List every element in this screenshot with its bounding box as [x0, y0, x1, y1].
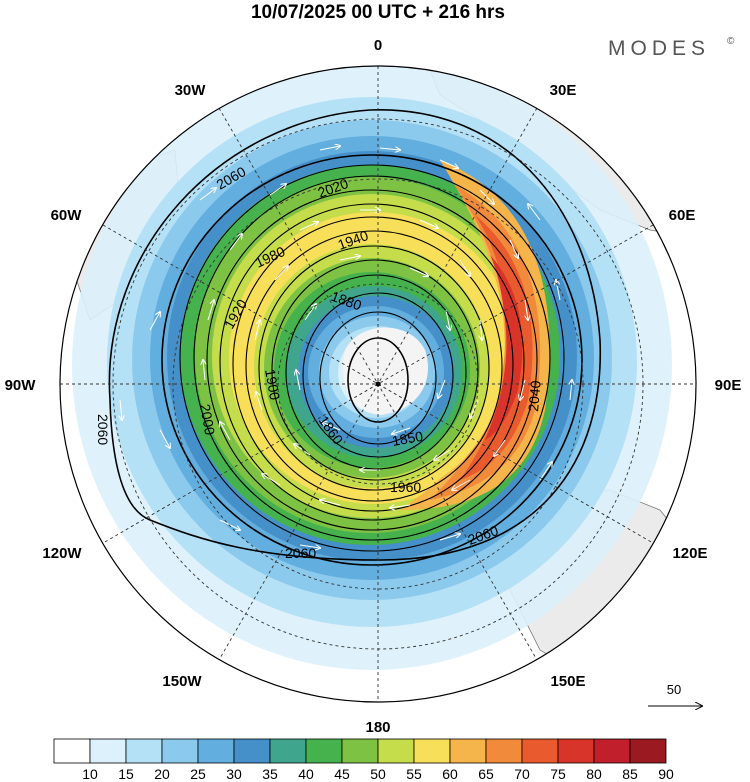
map-title: 10/07/2025 00 UTC + 216 hrs [251, 2, 505, 23]
contour-label: 1850 [391, 428, 425, 449]
colorbar-swatch [125, 738, 163, 764]
colorbar-tick-label: 85 [622, 766, 638, 782]
lon-label-60w: 60W [51, 207, 83, 224]
lon-label-90w: 90W [5, 377, 37, 394]
colorbar-tick-label: 30 [226, 766, 242, 782]
lon-label-60e: 60E [669, 207, 696, 224]
colorbar: 10 15 20 25 30 35 40 45 50 55 60 65 70 75 80 85 90 [53, 738, 674, 782]
contour-label: 2000 [197, 403, 218, 437]
lon-label-180: 180 [365, 719, 390, 736]
colorbar-swatch [413, 738, 451, 764]
colorbar-tick-label: 40 [298, 766, 314, 782]
colorbar-swatch [161, 738, 199, 764]
colorbar-swatch [305, 738, 343, 764]
lon-label-30e: 30E [550, 82, 577, 99]
colorbar-swatch [341, 738, 379, 764]
pole-marker [375, 381, 381, 387]
colorbar-swatch [233, 738, 271, 764]
colorbar-swatch [557, 738, 595, 764]
brand-logo: MODES [608, 37, 710, 60]
colorbar-tick-label: 90 [658, 766, 674, 782]
colorbar-tick-label: 25 [190, 766, 206, 782]
height-contours [108, 109, 602, 566]
colorbar-tick-label: 70 [514, 766, 530, 782]
lon-label-150e: 150E [550, 673, 585, 690]
colorbar-swatch [485, 738, 523, 764]
colorbar-tick-label: 20 [154, 766, 170, 782]
lon-label-120e: 120E [672, 545, 707, 562]
contour-label: 2060 [95, 414, 111, 445]
colorbar-swatch [629, 738, 667, 764]
colorbar-tick-label: 50 [370, 766, 386, 782]
brand-mark: © [727, 36, 735, 47]
colorbar-swatch [593, 738, 631, 764]
longitude-labels: 0 30E 60E 90E 120E 150E 180 150W 120W 90… [5, 37, 742, 736]
colorbar-swatch [269, 738, 307, 764]
lon-label-150w: 150W [162, 673, 202, 690]
map-boundary [59, 65, 697, 703]
colorbar-tick-label: 15 [118, 766, 134, 782]
lon-label-30w: 30W [175, 82, 207, 99]
contour-label: 1900 [262, 368, 283, 402]
reference-vector-label: 50 [667, 682, 681, 697]
wind-speed-shading [72, 66, 672, 670]
contour-label: 2060 [285, 545, 316, 561]
colorbar-swatch [377, 738, 415, 764]
colorbar-swatch [53, 738, 91, 764]
colorbar-tick-label: 45 [334, 766, 350, 782]
colorbar-swatch [521, 738, 559, 764]
colorbar-tick-label: 80 [586, 766, 602, 782]
colorbar-tick-label: 75 [550, 766, 566, 782]
colorbar-tick-label: 60 [442, 766, 458, 782]
lon-label-0: 0 [374, 37, 382, 54]
lon-label-90e: 90E [715, 377, 742, 394]
contour-label: 1960 [390, 479, 421, 495]
colorbar-swatch [89, 738, 127, 764]
colorbar-swatch [449, 738, 487, 764]
colorbar-tick-label: 55 [406, 766, 422, 782]
colorbar-swatch [197, 738, 235, 764]
colorbar-tick-label: 10 [82, 766, 98, 782]
contour-label: 2040 [525, 380, 544, 413]
lon-label-120w: 120W [42, 545, 82, 562]
colorbar-tick-label: 35 [262, 766, 278, 782]
colorbar-tick-label: 65 [478, 766, 494, 782]
